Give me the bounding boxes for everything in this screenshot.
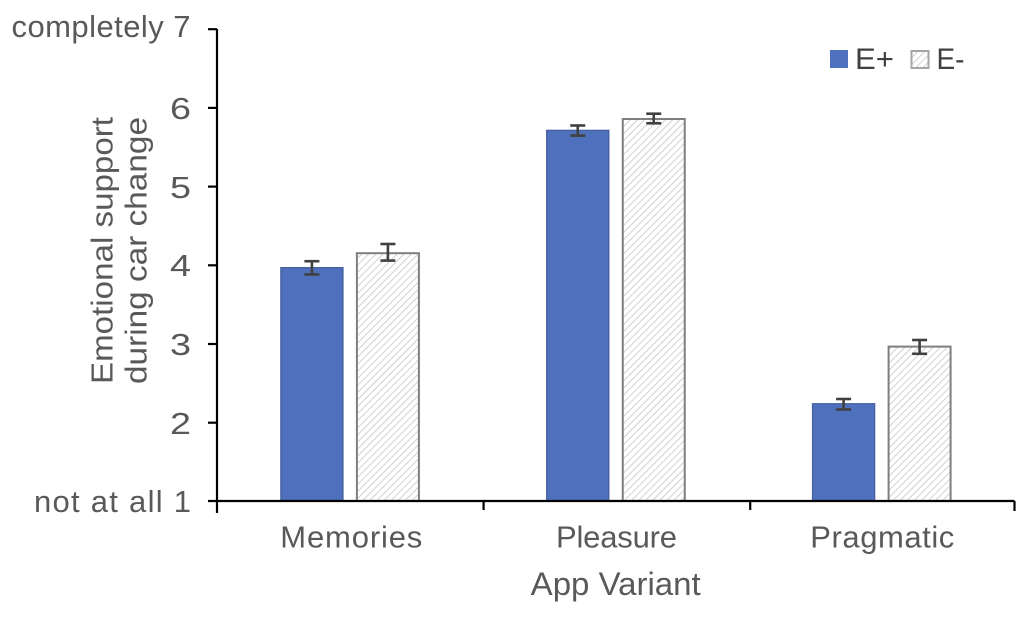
svg-text:Memories: Memories [280,520,422,555]
svg-text:2: 2 [170,407,191,441]
svg-text:6: 6 [170,92,191,126]
svg-text:E+: E+ [855,43,894,76]
svg-text:completely 7: completely 7 [12,9,191,44]
svg-text:Emotional support: Emotional support [85,117,120,384]
svg-text:Pleasure: Pleasure [556,520,677,555]
svg-text:not at all 1: not at all 1 [34,484,191,519]
svg-text:3: 3 [170,328,191,362]
svg-text:5: 5 [170,171,191,205]
svg-text:E-: E- [937,43,965,76]
svg-text:App Variant: App Variant [531,566,701,602]
svg-text:Pragmatic: Pragmatic [810,520,954,555]
svg-text:during car change: during car change [119,117,154,384]
svg-text:4: 4 [170,249,191,283]
